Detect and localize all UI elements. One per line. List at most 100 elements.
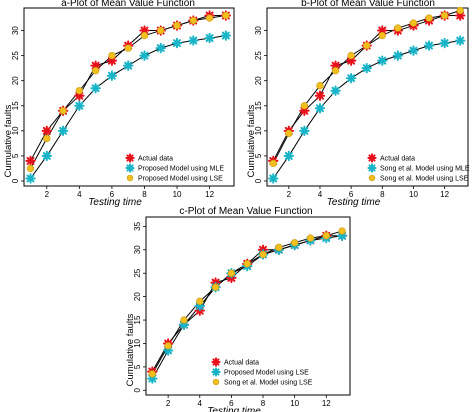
data-point-series-2 xyxy=(194,300,205,312)
x-tick-label: 10 xyxy=(173,190,182,199)
legend-marker xyxy=(211,357,221,367)
data-point-series-2 xyxy=(314,103,326,114)
data-point-series-2 xyxy=(283,150,295,162)
y-tick-label: 25 xyxy=(133,268,142,277)
data-point-series-2 xyxy=(455,35,466,46)
data-point-series-2 xyxy=(178,319,190,330)
data-point-series-2 xyxy=(122,60,134,71)
data-point-series-3 xyxy=(227,269,236,277)
legend-label: Proposed Model using MLE xyxy=(138,166,224,173)
x-tick-label: 2 xyxy=(287,190,292,199)
series-line-3 xyxy=(151,230,343,375)
y-tick-label: 0 xyxy=(133,388,142,393)
data-point-series-3 xyxy=(440,11,449,20)
series-line-1 xyxy=(151,235,343,372)
data-point-series-2 xyxy=(57,125,69,137)
data-point-series-3 xyxy=(124,44,132,52)
legend-marker xyxy=(367,163,377,173)
data-point-series-2 xyxy=(139,50,150,61)
y-axis-label: Cumulative faults xyxy=(246,104,257,177)
data-point-series-3 xyxy=(285,129,293,138)
data-point-series-2 xyxy=(171,37,183,49)
data-point-series-2 xyxy=(408,45,419,56)
x-tick-label: 8 xyxy=(261,399,266,408)
x-tick-label: 2 xyxy=(45,190,50,199)
data-point-series-2 xyxy=(268,173,279,184)
x-axis-label: Testing time xyxy=(207,406,261,412)
x-tick-label: 12 xyxy=(440,190,449,199)
data-point-series-3 xyxy=(180,316,188,324)
x-tick-label: 12 xyxy=(322,399,331,408)
data-point-series-2 xyxy=(106,70,118,81)
data-point-series-2 xyxy=(439,37,450,49)
data-point-series-3 xyxy=(456,6,464,15)
y-tick-label: 0 xyxy=(11,178,20,183)
data-point-series-3 xyxy=(338,227,346,235)
data-point-series-3 xyxy=(75,87,84,95)
y-tick-label: 30 xyxy=(254,26,263,35)
data-point-series-3 xyxy=(43,134,51,143)
data-point-series-3 xyxy=(173,21,181,30)
plot-frame xyxy=(266,7,469,187)
data-point-series-1 xyxy=(90,60,101,71)
data-point-series-2 xyxy=(204,32,215,44)
data-point-series-2 xyxy=(162,345,174,356)
data-point-series-2 xyxy=(25,173,36,184)
data-point-series-1 xyxy=(25,155,36,167)
data-point-series-1 xyxy=(330,60,341,71)
x-tick-label: 4 xyxy=(77,190,82,199)
data-point-series-2 xyxy=(345,73,357,84)
data-point-series-3 xyxy=(394,24,402,32)
y-axis-label: Cumulative faults xyxy=(125,313,136,386)
x-axis-label: Testing time xyxy=(88,197,142,208)
data-point-series-3 xyxy=(316,82,324,90)
legend-label: Song et al. Model using LSE xyxy=(380,176,469,183)
legend-label: Actual data xyxy=(224,360,259,367)
y-tick-label: 5 xyxy=(133,364,142,369)
data-point-series-2 xyxy=(392,50,404,61)
x-tick-label: 4 xyxy=(198,399,203,408)
data-point-series-3 xyxy=(196,297,204,305)
x-tick-label: 2 xyxy=(166,399,171,408)
x-tick-label: 4 xyxy=(318,190,323,199)
data-point-series-1 xyxy=(74,90,85,101)
data-point-series-3 xyxy=(347,51,355,60)
legend-marker xyxy=(367,153,377,163)
data-point-series-3 xyxy=(205,14,214,22)
y-tick-label: 5 xyxy=(11,153,20,158)
legend-marker xyxy=(125,153,135,163)
legend-marker xyxy=(212,378,220,386)
y-tick-label: 25 xyxy=(254,51,263,60)
y-tick-label: 10 xyxy=(11,126,20,135)
legend-label: Actual data xyxy=(138,156,173,163)
y-tick-label: 20 xyxy=(254,76,263,85)
y-tick-label: 35 xyxy=(133,221,142,230)
series-line-1 xyxy=(272,15,461,162)
legend: Actual data Proposed Model using MLE Propo… xyxy=(125,153,224,183)
data-point-series-3 xyxy=(363,41,371,50)
legend-marker xyxy=(126,174,134,182)
plot-panel-3: c-Plot of Mean Value Function 2 4 6 8 10 12 0 5 1… xyxy=(125,206,351,412)
data-point-series-1 xyxy=(139,25,150,36)
y-tick-label: 20 xyxy=(133,292,142,301)
data-point-series-1 xyxy=(106,55,118,66)
y-tick-label: 10 xyxy=(254,126,263,135)
legend: Actual data Song et al. Model using MLE So… xyxy=(367,153,470,183)
data-point-series-2 xyxy=(74,100,85,111)
legend-label: Song et al. Model using LSE xyxy=(224,380,313,387)
data-point-series-2 xyxy=(188,35,199,46)
y-tick-label: 10 xyxy=(133,338,142,347)
data-point-series-3 xyxy=(300,102,309,110)
legend-label: Song et al. Model using MLE xyxy=(380,166,470,173)
plot-frame xyxy=(23,7,235,187)
legend-label: Actual data xyxy=(380,156,415,163)
data-point-series-2 xyxy=(377,55,388,66)
data-point-series-3 xyxy=(243,260,251,268)
x-tick-label: 6 xyxy=(110,190,115,199)
plot-panel-2: b-Plot of Mean Value Function 2 4 6 8 10 12 0 5 1… xyxy=(246,0,470,208)
x-tick-label: 6 xyxy=(229,399,234,408)
data-point-series-3 xyxy=(211,283,220,291)
x-tick-label: 8 xyxy=(142,190,147,199)
data-point-series-1 xyxy=(314,90,326,101)
